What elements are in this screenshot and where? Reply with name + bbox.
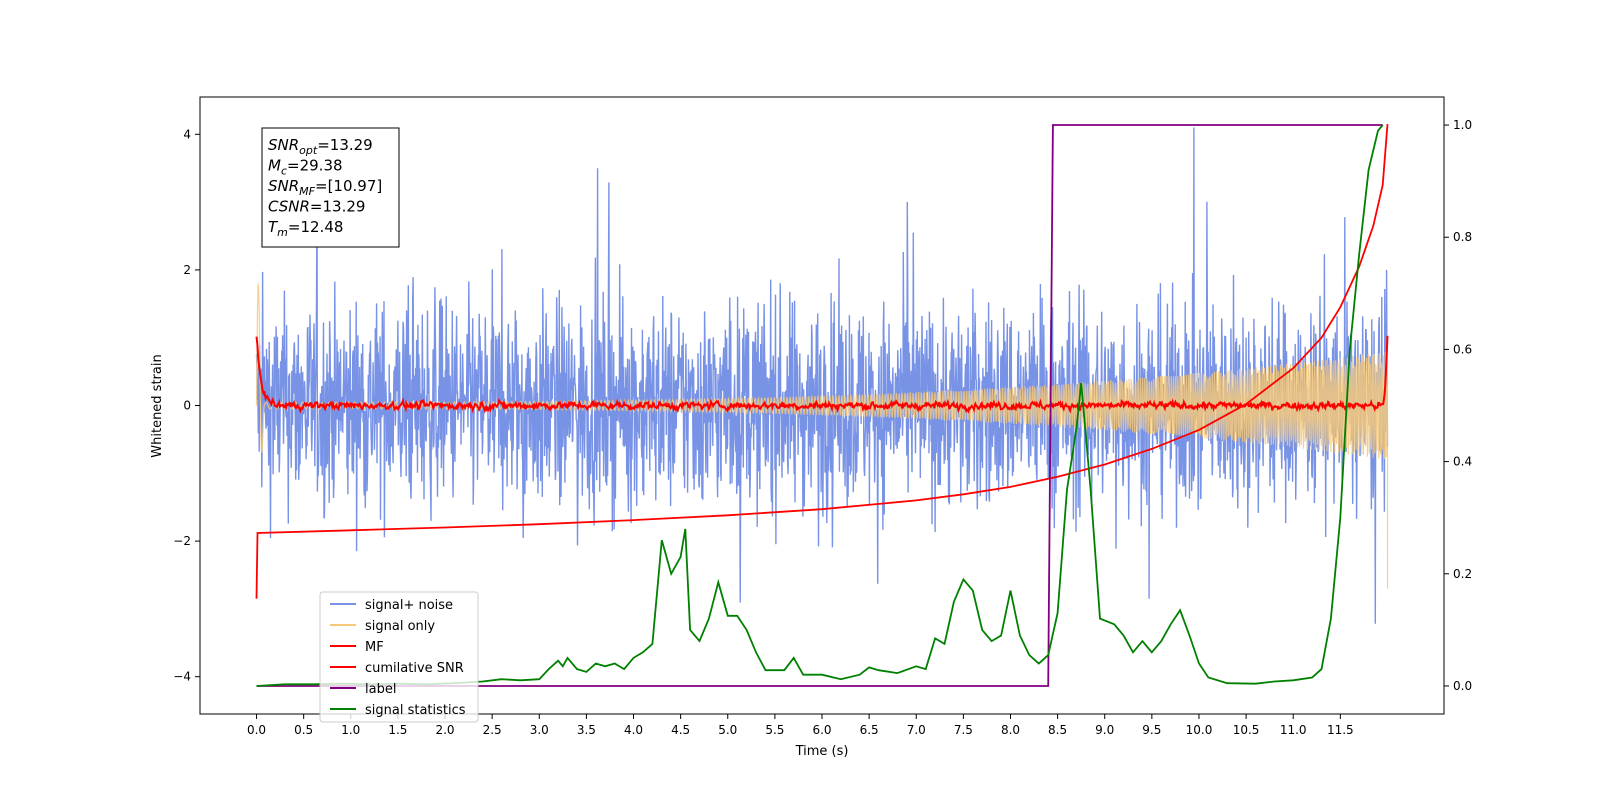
y-right-tick-label: 0.0 — [1453, 679, 1472, 693]
annotation-line: CSNR=13.29 — [268, 198, 365, 216]
x-tick-label: 3.0 — [530, 723, 549, 737]
series-cumilative-snr — [255, 124, 1389, 599]
x-tick-label: 7.0 — [907, 723, 926, 737]
annotation-line: SNRopt=13.29 — [268, 136, 373, 157]
x-tick-label: 8.5 — [1048, 723, 1067, 737]
legend-label-signal-only: signal only — [365, 619, 435, 634]
y-right-tick-label: 0.4 — [1453, 455, 1472, 469]
series-signal-statistics — [256, 124, 1384, 687]
x-tick-label: 1.5 — [388, 723, 407, 737]
legend-label-mf: MF — [365, 640, 384, 655]
x-tick-label: 6.5 — [860, 723, 879, 737]
x-tick-label: 3.5 — [577, 723, 596, 737]
y-right-tick-label: 0.6 — [1453, 342, 1472, 356]
y-left-tick-label: 2 — [183, 263, 191, 277]
x-axis-label: Time (s) — [795, 744, 849, 759]
annotation-frame — [261, 127, 400, 248]
y-left-tick-label: −4 — [173, 670, 191, 684]
series-signal-only — [255, 283, 1389, 589]
y-right-tick-label: 0.8 — [1453, 230, 1472, 244]
x-tick-label: 0.0 — [247, 723, 266, 737]
y-left-tick-label: −2 — [173, 534, 191, 548]
legend-label-label: label — [365, 682, 396, 697]
x-tick-label: 2.0 — [435, 723, 454, 737]
y-right-tick-label: 0.2 — [1453, 567, 1472, 581]
y-axis-right: 1.0 0.8 0.6 0.4 0.2 0.0 — [1444, 118, 1472, 693]
series-signal-noise — [255, 127, 1389, 624]
legend-label-signal-noise: signal+ noise — [365, 598, 453, 613]
annotation-line: SNRMF=[10.97] — [268, 177, 382, 198]
y-right-tick-label: 1.0 — [1453, 118, 1472, 132]
annotation-box: SNRopt=13.29Mc=29.38SNRMF=[10.97]CSNR=13… — [261, 127, 400, 248]
x-tick-label: 2.5 — [483, 723, 502, 737]
x-tick-label: 1.0 — [341, 723, 360, 737]
x-axis: 0.0 0.5 1.0 1.5 2.0 2.5 3.0 3.5 4.0 4.5 5.0 5.5 6.0 6… — [247, 714, 1354, 737]
x-tick-label: 5.0 — [718, 723, 737, 737]
legend-label-signal-statistics: signal statistics — [365, 703, 466, 718]
y-left-tick-label: 0 — [183, 399, 191, 413]
x-tick-label: 0.5 — [294, 723, 313, 737]
annotation-line: Tm=12.48 — [268, 218, 343, 239]
x-tick-label: 5.5 — [765, 723, 784, 737]
x-tick-label: 7.5 — [954, 723, 973, 737]
x-tick-label: 8.0 — [1001, 723, 1020, 737]
legend: signal+ noise signal only MF cumilative SNR… — [319, 591, 479, 723]
series-label — [256, 124, 1383, 687]
y-left-tick-label: 4 — [183, 127, 191, 141]
x-tick-label: 4.0 — [624, 723, 643, 737]
x-tick-label: 9.5 — [1142, 723, 1161, 737]
annotation-line: Mc=29.38 — [268, 157, 343, 178]
x-tick-label: 10.0 — [1186, 723, 1213, 737]
plot-series-layer — [255, 124, 1389, 687]
legend-frame — [319, 591, 479, 723]
y-axis-label: Whitened strain — [150, 354, 165, 457]
y-axis-left: 4 2 0 −2 −4 — [173, 127, 200, 684]
legend-label-cumilative-snr: cumilative SNR — [365, 661, 464, 676]
x-tick-label: 4.5 — [671, 723, 690, 737]
x-tick-label: 11.5 — [1327, 723, 1354, 737]
x-tick-label: 11.0 — [1280, 723, 1307, 737]
x-tick-label: 10.5 — [1233, 723, 1260, 737]
x-tick-label: 9.0 — [1095, 723, 1114, 737]
series-mf — [255, 335, 1389, 414]
x-tick-label: 6.0 — [812, 723, 831, 737]
